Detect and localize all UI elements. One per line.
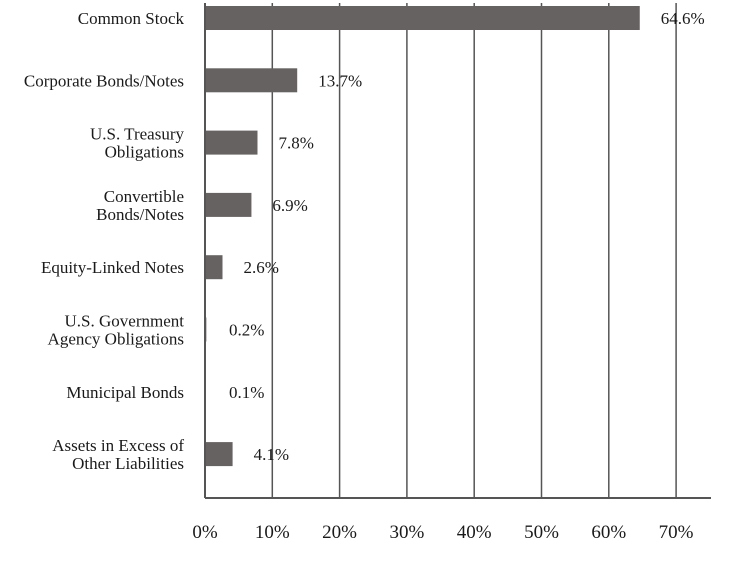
x-tick-label: 60% xyxy=(591,522,626,543)
value-label: 13.7% xyxy=(318,71,362,90)
category-label: U.S. Treasury Obligations xyxy=(90,125,184,162)
x-tick-label: 70% xyxy=(659,522,694,543)
bars xyxy=(205,6,640,467)
x-tick-label: 50% xyxy=(524,522,559,543)
bar xyxy=(205,442,233,467)
x-tick-label: 10% xyxy=(255,522,290,543)
x-tick-label: 40% xyxy=(457,522,492,543)
value-label: 0.2% xyxy=(229,321,264,340)
value-label: 64.6% xyxy=(661,9,705,28)
bar xyxy=(205,68,298,93)
bar xyxy=(205,192,252,217)
x-tick-label: 20% xyxy=(322,522,357,543)
category-label: Equity-Linked Notes xyxy=(41,258,184,277)
category-label: U.S. Government Agency Obligations xyxy=(48,312,185,349)
x-tick-labels: 0% 10% 20% 30% 40% 50% 60% 70% xyxy=(192,522,693,543)
value-label: 2.6% xyxy=(243,258,278,277)
axes xyxy=(204,3,711,499)
bar xyxy=(205,255,223,280)
value-label: 4.1% xyxy=(254,445,289,464)
bar xyxy=(205,130,258,155)
value-label: 0.1% xyxy=(229,383,264,402)
category-labels: Common Stock Corporate Bonds/Notes U.S. Tr… xyxy=(24,9,185,473)
value-label: 7.8% xyxy=(278,134,313,153)
category-label: Convertible Bonds/Notes xyxy=(96,187,184,224)
bar xyxy=(205,6,640,30)
value-label: 6.9% xyxy=(272,196,307,215)
category-label: Municipal Bonds xyxy=(66,383,184,402)
category-label: Corporate Bonds/Notes xyxy=(24,71,184,90)
category-label: Assets in Excess of Other Liabilities xyxy=(52,436,184,473)
x-tick-label: 0% xyxy=(192,522,218,543)
category-label: Common Stock xyxy=(78,9,185,28)
gridlines xyxy=(271,3,677,498)
value-labels: 64.6% 13.7% 7.8% 6.9% 2.6% 0.2% 0.1% 4.1% xyxy=(229,9,705,464)
x-tick-label: 30% xyxy=(389,522,424,543)
